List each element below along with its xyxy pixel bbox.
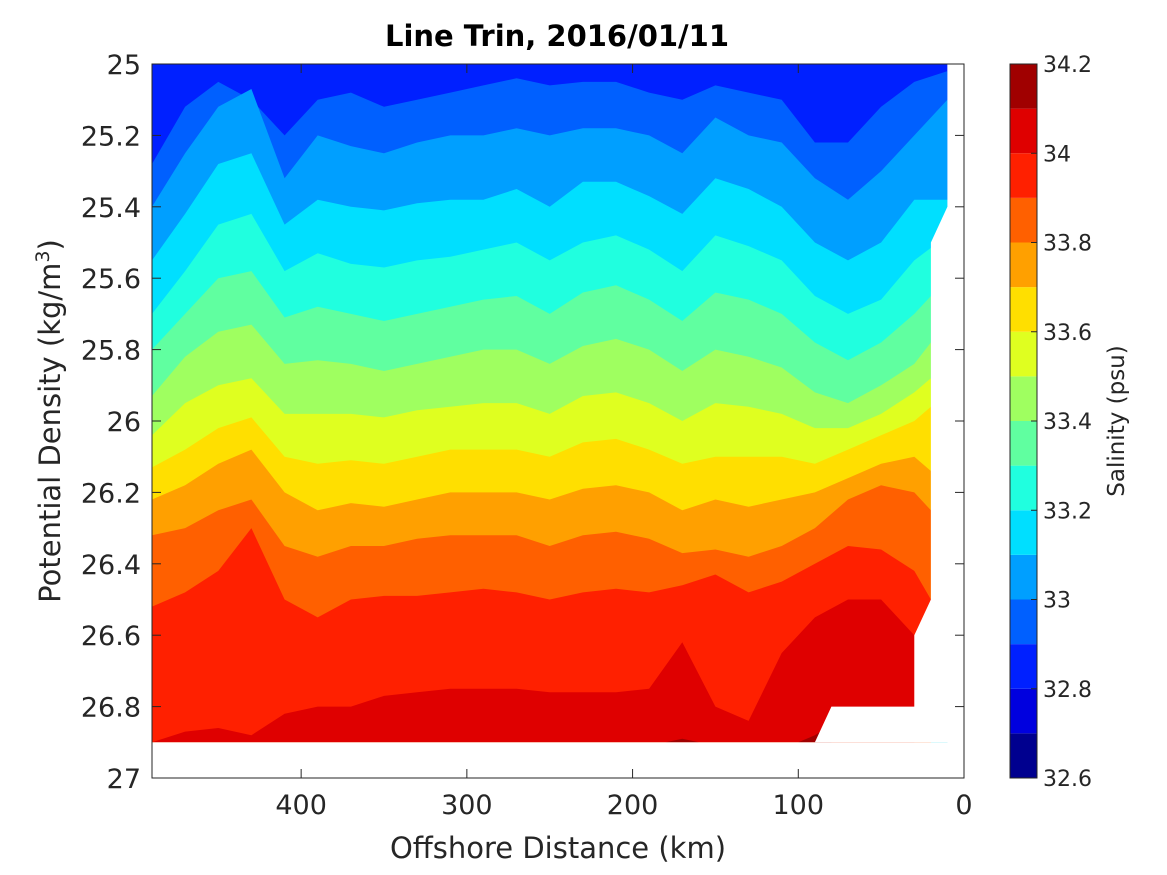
y-axis: 25 25.2 25.4 25.6 25.8 26 26.2 26.4 26.6 26.8 27	[81, 50, 964, 795]
x-tick-label: 100	[773, 790, 825, 821]
y-tick-label: 26.6	[81, 621, 141, 652]
colorbar-tick-label: 33.8	[1043, 232, 1092, 257]
x-tick-label: 200	[607, 790, 659, 821]
chart-title: Line Trin, 2016/01/11	[385, 19, 729, 53]
y-axis-label-superscript: 3	[32, 250, 54, 262]
colorbar-swatch	[1010, 153, 1037, 198]
colorbar-swatch	[1010, 554, 1037, 600]
colorbar-swatch	[1010, 421, 1037, 466]
colorbar-tick-label: 33.4	[1043, 410, 1092, 435]
colorbar	[1010, 64, 1037, 778]
x-tick-label: 0	[955, 790, 972, 821]
colorbar-tick-label: 34	[1043, 142, 1071, 167]
colorbar-tick-label: 33.2	[1043, 499, 1092, 524]
x-axis-label: Offshore Distance (km)	[390, 831, 726, 865]
no-data-mask-bottom	[152, 742, 964, 778]
colorbar-tick-label: 33.6	[1043, 321, 1092, 346]
y-axis-label-main: Potential Density (kg/m	[33, 263, 67, 603]
salinity-band-34.1	[665, 724, 832, 743]
colorbar-tick-label: 34.2	[1043, 53, 1092, 78]
colorbar-swatch	[1010, 465, 1037, 511]
colorbar-swatch	[1010, 331, 1037, 377]
y-tick-label: 25.8	[81, 336, 141, 367]
salinity-band-34	[152, 599, 915, 743]
colorbar-swatch	[1010, 599, 1037, 645]
x-axis: 400 300 200 100 0	[275, 64, 973, 821]
colorbar-swatch	[1010, 287, 1037, 332]
colorbar-swatch	[1010, 644, 1037, 689]
salinity-contour-fill	[152, 64, 964, 778]
colorbar-tick-label: 33	[1043, 589, 1071, 614]
colorbar-swatch	[1010, 64, 1037, 109]
x-tick-label: 300	[441, 790, 493, 821]
colorbar-swatch	[1010, 242, 1037, 288]
colorbar-swatch	[1010, 688, 1037, 734]
y-tick-label: 25.2	[81, 121, 141, 152]
colorbar-swatch	[1010, 733, 1037, 778]
y-tick-label: 26	[107, 407, 141, 438]
y-tick-label: 26.2	[81, 478, 141, 509]
colorbar-tick-label: 32.8	[1043, 678, 1092, 703]
colorbar-tick-label: 32.6	[1043, 767, 1092, 792]
x-tick-label: 400	[275, 790, 327, 821]
colorbar-swatch	[1010, 197, 1037, 243]
colorbar-swatch	[1010, 376, 1037, 421]
colorbar-ticks: 32.6 32.8 33 33.2 33.4 33.6 33.8 34 34.2	[1031, 53, 1092, 792]
y-tick-label: 25.6	[81, 264, 141, 295]
y-axis-label: Potential Density (kg/m3)	[32, 239, 67, 603]
y-tick-label: 25	[107, 50, 141, 81]
y-tick-label: 27	[107, 764, 141, 795]
no-data-mask	[814, 64, 964, 743]
y-tick-label: 26.8	[81, 693, 141, 724]
y-tick-label: 26.4	[81, 550, 141, 581]
colorbar-swatch	[1010, 510, 1037, 555]
salinity-band-33.9	[152, 528, 931, 743]
colorbar-swatch	[1010, 108, 1037, 154]
y-axis-label-close: )	[33, 239, 67, 250]
colorbar-label: Salinity (psu)	[1104, 345, 1130, 497]
y-tick-label: 25.4	[81, 193, 141, 224]
